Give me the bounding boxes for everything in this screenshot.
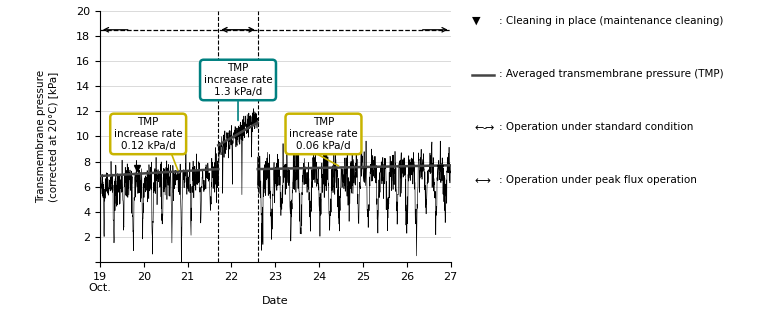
Text: TMP
increase rate
0.12 kPa/d: TMP increase rate 0.12 kPa/d (114, 117, 183, 151)
Text: : Cleaning in place (maintenance cleaning): : Cleaning in place (maintenance cleanin… (499, 16, 723, 26)
Text: : Averaged transmembrane pressure (TMP): : Averaged transmembrane pressure (TMP) (499, 69, 723, 79)
Text: TMP
increase rate
1.3 kPa/d: TMP increase rate 1.3 kPa/d (204, 63, 273, 97)
Text: : Operation under standard condition: : Operation under standard condition (499, 122, 694, 132)
Text: TMP
increase rate
0.06 kPa/d: TMP increase rate 0.06 kPa/d (290, 117, 358, 151)
Text: $\longleftrightarrow$: $\longleftrightarrow$ (472, 175, 492, 185)
Text: : Operation under peak flux operation: : Operation under peak flux operation (499, 175, 697, 185)
Text: $\leftarrow\!\!\text{-}\!\!\rightarrow$: $\leftarrow\!\!\text{-}\!\!\rightarrow$ (472, 122, 495, 132)
Y-axis label: Transmembrane pressure
(corrected at 20°C) [kPa]: Transmembrane pressure (corrected at 20°… (36, 70, 58, 203)
Text: ▼: ▼ (472, 16, 481, 26)
X-axis label: Date: Date (262, 296, 289, 306)
